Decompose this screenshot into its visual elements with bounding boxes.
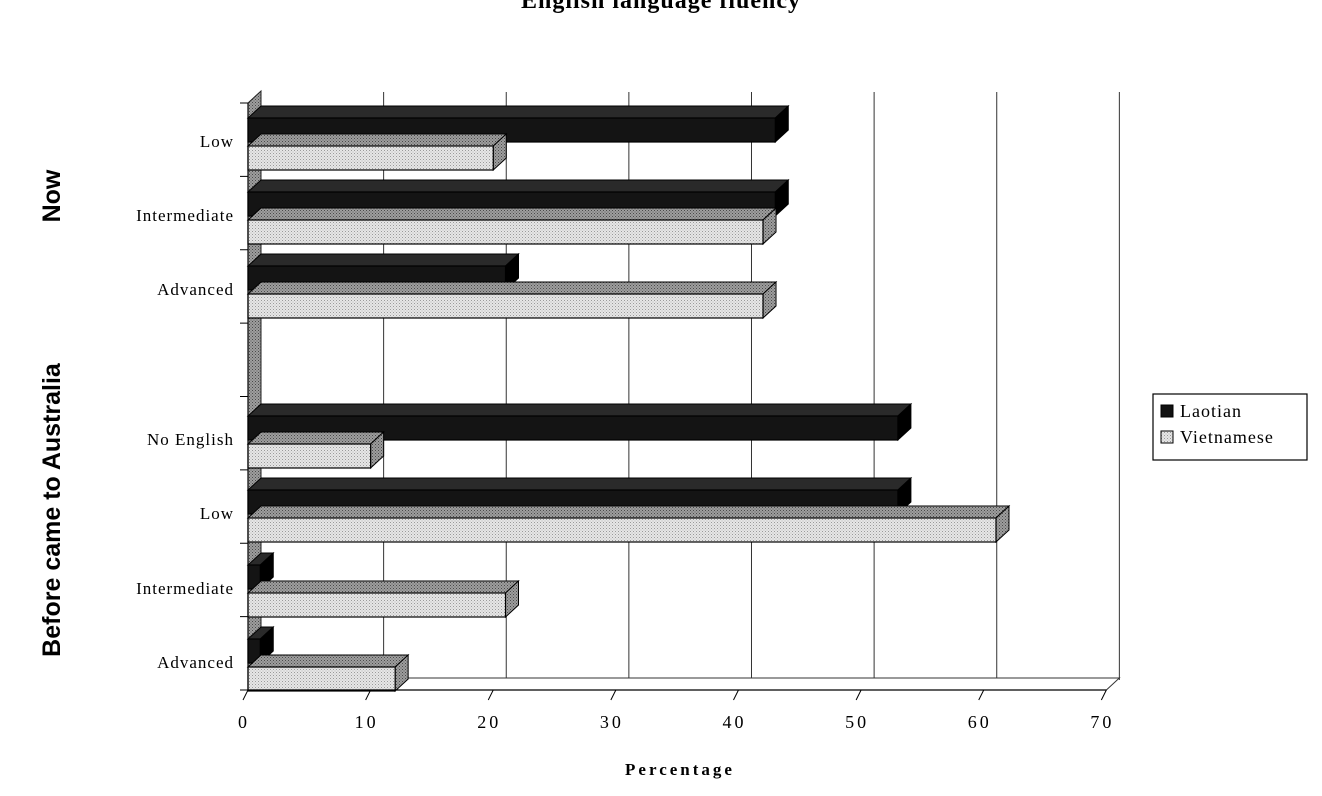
bar-vietnamese-5	[246, 579, 520, 619]
x-tick-label-0: 0	[238, 712, 250, 732]
bar-vietnamese-4	[246, 504, 1011, 544]
category-label-2: Advanced	[157, 280, 234, 299]
bar-vietnamese-3-front	[247, 443, 372, 469]
category-label-4: Low	[200, 504, 234, 523]
x-tick-label-40: 40	[722, 712, 746, 732]
bar-vietnamese-5-front	[247, 592, 507, 618]
bar-vietnamese-6-front	[247, 666, 396, 692]
x-tick-30	[610, 689, 617, 701]
group-label-now: Now	[38, 169, 66, 222]
bar-vietnamese-4-front	[247, 517, 997, 543]
bar-laotian-1-top	[246, 179, 790, 193]
bar-laotian-5	[246, 551, 275, 591]
x-tick-label-60: 60	[968, 712, 992, 732]
x-tick-40	[733, 689, 739, 701]
x-tick-60	[978, 689, 985, 701]
x-tick-label-20: 20	[477, 712, 501, 732]
category-label-3: No English	[147, 430, 234, 449]
bar-vietnamese-1	[246, 206, 778, 246]
x-tick-label-70: 70	[1090, 712, 1114, 732]
x-tick-label-10: 10	[355, 712, 379, 732]
bar-laotian-2-top	[246, 253, 520, 267]
bar-vietnamese-4-top	[246, 505, 1011, 519]
bar-vietnamese-6-top	[246, 654, 410, 668]
x-tick-10	[365, 689, 372, 701]
bar-vietnamese-6	[246, 653, 410, 693]
category-label-5: Intermediate	[136, 579, 234, 598]
legend-box	[1152, 393, 1308, 461]
legend-label-1: Vietnamese	[1180, 427, 1274, 447]
chart-title: English language fluency	[520, 0, 802, 14]
bar-vietnamese-2	[246, 280, 778, 320]
x-tick-0	[242, 689, 249, 701]
bar-vietnamese-0	[246, 132, 508, 172]
bar-vietnamese-0-top	[246, 133, 508, 147]
bar-vietnamese-2-top	[246, 281, 778, 295]
legend-label-0: Laotian	[1180, 401, 1242, 421]
category-label-1: Intermediate	[136, 206, 234, 225]
bar-vietnamese-0-front	[247, 145, 494, 171]
x-tick-70	[1100, 689, 1107, 701]
category-label-6: Advanced	[157, 653, 234, 672]
category-label-0: Low	[200, 132, 234, 151]
bar-laotian-0-top	[246, 105, 790, 119]
x-tick-20	[487, 689, 494, 701]
x-tick-label-50: 50	[845, 712, 869, 732]
bar-vietnamese-2-front	[247, 293, 764, 319]
legend-swatch-1	[1160, 430, 1174, 444]
legend-swatch-0	[1160, 404, 1174, 418]
x-tick-label-30: 30	[600, 712, 624, 732]
group-label-before: Before came to Australia	[38, 362, 66, 657]
bar-vietnamese-3-top	[246, 431, 385, 445]
bar-vietnamese-1-front	[247, 219, 764, 245]
x-axis-label: Percentage	[625, 760, 735, 779]
bar-vietnamese-5-top	[246, 580, 520, 594]
bar-laotian-6	[246, 625, 275, 665]
bar-vietnamese-3	[246, 430, 385, 470]
bar-laotian-4-top	[246, 477, 913, 491]
bar-laotian-3-top	[246, 403, 913, 417]
x-tick-50	[855, 689, 862, 701]
bar-vietnamese-1-top	[246, 207, 778, 221]
